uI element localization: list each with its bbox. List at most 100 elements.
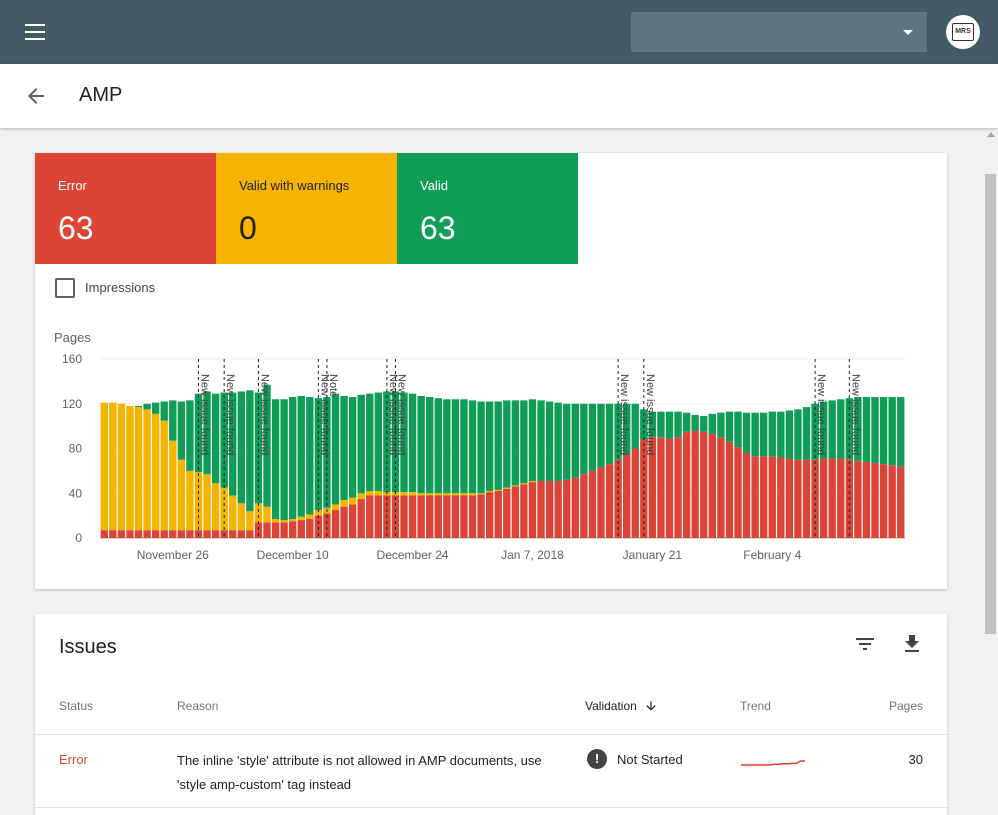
bar-error [700, 431, 708, 538]
bar-error [400, 495, 408, 538]
download-icon[interactable] [900, 632, 924, 656]
column-header-reason[interactable]: Reason [177, 699, 219, 713]
bar-error [563, 479, 571, 538]
bar-error [879, 464, 888, 538]
error-tile[interactable]: Error 63 [35, 153, 216, 264]
bar-error [254, 522, 263, 538]
bar-valid [742, 412, 751, 453]
scroll-up-arrow-icon[interactable] [987, 132, 995, 137]
bar-error [323, 513, 331, 538]
bar-valid [348, 397, 357, 498]
bar-valid-with-warnings [134, 407, 143, 531]
bar-valid-with-warnings [297, 516, 305, 521]
bar-valid [563, 403, 571, 480]
bar-error [819, 458, 828, 538]
bar-error [426, 495, 434, 538]
table-row[interactable]: Error The inline 'style' attribute is no… [35, 735, 947, 807]
bar-valid [725, 411, 734, 442]
bar-valid [640, 409, 648, 440]
bar-valid [682, 412, 691, 432]
scroll-thumb[interactable] [985, 174, 996, 634]
bar-error [837, 458, 845, 538]
valid-tile[interactable]: Valid 63 [397, 153, 578, 264]
bar-valid [648, 411, 657, 438]
bar-valid [528, 399, 537, 481]
column-header-validation[interactable]: Validation [585, 699, 658, 713]
exclamation-icon: ! [587, 749, 607, 769]
bar-valid [545, 401, 554, 481]
bar-error [605, 464, 614, 538]
bar-valid-with-warnings [280, 520, 288, 523]
bar-valid-with-warnings [366, 491, 374, 496]
bar-valid [417, 395, 425, 494]
bar-valid [434, 398, 442, 494]
bar-error [691, 430, 699, 538]
bar-error [143, 530, 151, 538]
impressions-label: Impressions [85, 280, 156, 295]
bar-error [331, 510, 340, 538]
bar-valid [391, 391, 400, 493]
bar-valid [768, 411, 776, 457]
bar-valid [460, 399, 468, 494]
bar-valid [503, 400, 511, 488]
top-app-bar: MRS [0, 0, 998, 64]
annotation-label: New issue found [258, 374, 270, 455]
bar-error [503, 488, 511, 538]
bar-valid-with-warnings [357, 493, 365, 499]
bar-error [742, 452, 751, 538]
bar-valid [760, 412, 768, 457]
property-selector[interactable] [631, 12, 927, 52]
bar-valid [229, 392, 237, 496]
bar-valid-with-warnings [263, 506, 271, 523]
bar-valid [819, 401, 828, 459]
y-tick-label: 80 [69, 442, 83, 456]
bar-valid [331, 393, 340, 505]
row-pages: 30 [908, 752, 923, 767]
bar-valid [854, 397, 862, 461]
bar-valid [408, 393, 417, 493]
bar-valid [622, 403, 631, 455]
bar-valid-with-warnings [194, 471, 203, 531]
bar-error [665, 438, 674, 538]
bar-error [545, 480, 554, 538]
bar-valid [520, 400, 528, 484]
annotation-label: New issue found [395, 374, 407, 455]
annotation-label: New issue found [644, 374, 656, 455]
bar-valid [177, 401, 186, 460]
bar-error [768, 456, 776, 538]
bar-valid [537, 400, 545, 481]
bar-valid [297, 395, 305, 517]
annotation-label: New issue found [815, 374, 827, 455]
bar-valid-with-warnings [237, 503, 245, 531]
bar-valid [323, 397, 331, 508]
column-header-pages[interactable]: Pages [888, 699, 923, 713]
warnings-tile[interactable]: Valid with warnings 0 [216, 153, 397, 264]
bar-error [760, 456, 768, 538]
menu-icon[interactable] [25, 24, 45, 40]
bar-error [297, 520, 305, 538]
column-header-trend[interactable]: Trend [740, 699, 771, 713]
bar-valid-with-warnings [528, 480, 537, 483]
header-divider [35, 734, 947, 735]
page-scrollbar[interactable] [983, 128, 998, 815]
bar-error [725, 441, 734, 538]
bar-error [169, 530, 177, 538]
row-validation: Not Started [617, 752, 683, 767]
coverage-bar-chart: Pages 0 40 80 120 160 November 26 December 10 De… [54, 330, 905, 562]
bar-valid [186, 400, 194, 471]
annotation-label: New issue found [849, 374, 861, 455]
bar-valid [802, 407, 811, 460]
bar-error [314, 515, 323, 538]
account-avatar[interactable]: MRS [946, 15, 980, 49]
bar-valid-with-warnings [503, 487, 511, 489]
bar-error [631, 448, 639, 538]
filter-icon[interactable] [853, 632, 877, 656]
bar-valid [494, 401, 502, 490]
bar-error [511, 486, 520, 538]
y-axis-label: Pages [54, 330, 91, 345]
back-arrow-icon[interactable] [24, 84, 48, 108]
bar-valid-with-warnings [520, 483, 528, 485]
column-header-status[interactable]: Status [59, 699, 94, 713]
bar-valid [220, 392, 228, 488]
impressions-checkbox[interactable] [55, 278, 75, 298]
